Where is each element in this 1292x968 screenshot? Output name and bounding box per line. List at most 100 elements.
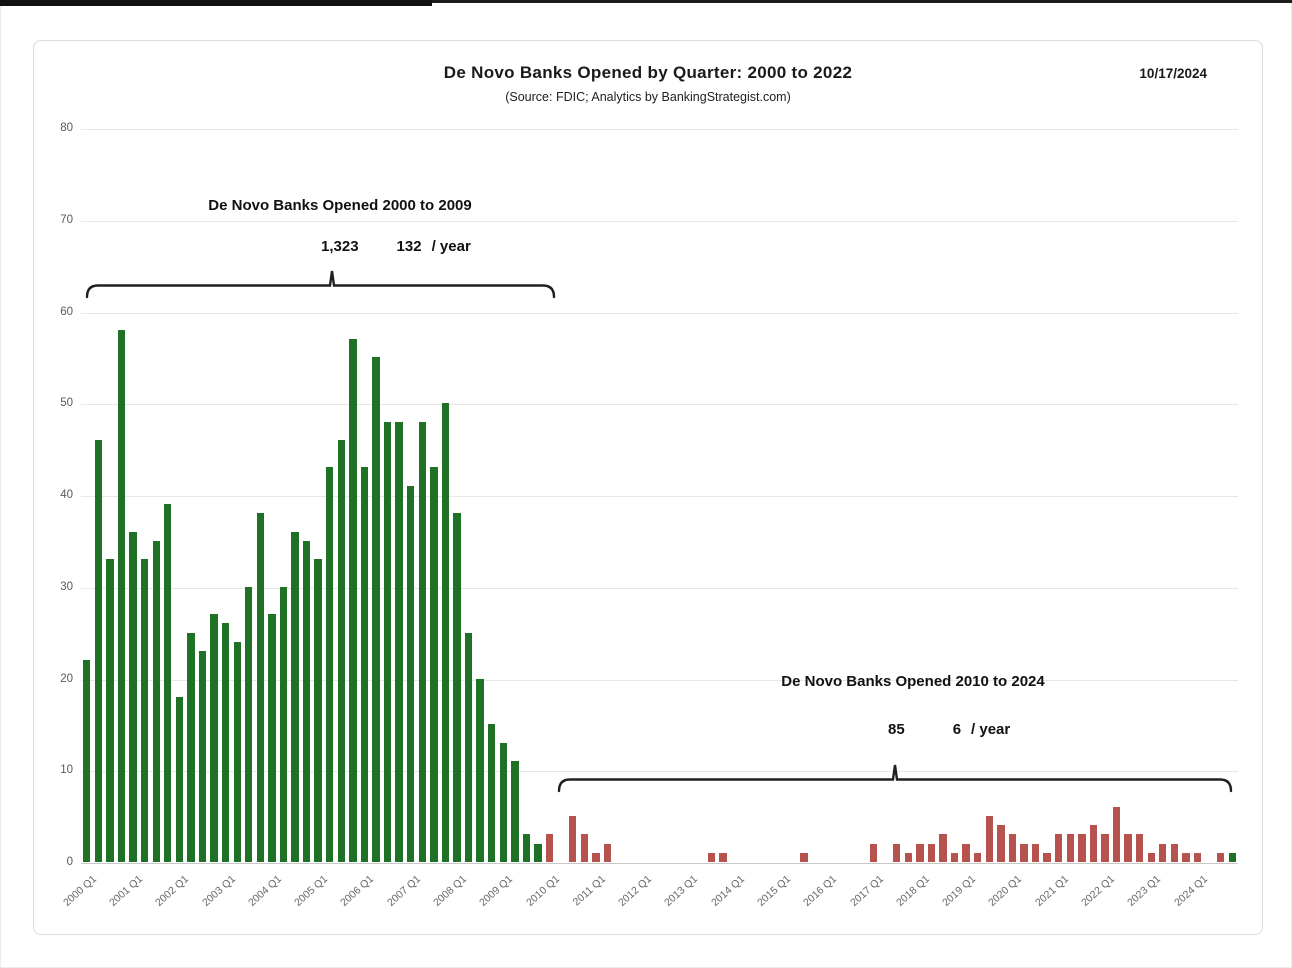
bar-2019-q1 [962,843,970,862]
x-axis-label-2000-q1: 2000 Q1 [60,873,99,909]
gridline-0 [81,863,1238,864]
bar-2008-q3 [476,678,484,862]
bar-2008-q4 [488,724,496,862]
bar-2020-q2 [1020,843,1028,862]
bar-2005-q2 [326,467,334,862]
gridline-30 [81,587,1238,589]
bar-2021-q1 [1054,834,1063,862]
x-axis-label-2001-q1: 2001 Q1 [107,873,146,909]
x-axis-label-2020-q1: 2020 Q1 [986,873,1025,909]
x-axis-label-2024-q1: 2024 Q1 [1171,873,1210,909]
bar-2023-q3 [1170,843,1179,862]
x-axis-label-2007-q1: 2007 Q1 [384,873,423,909]
x-axis-label-2012-q1: 2012 Q1 [616,873,655,909]
bar-2020-q1 [1008,834,1017,862]
bar-2013-q4 [719,852,727,862]
bar-2022-q2 [1112,806,1121,862]
bar-2011-q1 [592,852,600,862]
y-axis-label-10: 10 [60,764,73,777]
bar-2021-q4 [1089,825,1098,862]
bar-2000-q2 [94,439,103,862]
x-axis-label-2016-q1: 2016 Q1 [801,873,840,909]
annotation-2000-2009-stats: 1,323 132 / year [321,238,471,255]
bar-2003-q2 [233,641,241,862]
annotation-2010-2024-total: 85 [888,721,905,738]
y-axis-label-50: 50 [60,397,73,410]
bar-2009-q3 [522,834,531,862]
bar-2003-q1 [221,623,230,862]
bar-2013-q3 [707,852,716,862]
chart-frame: De Novo Banks Opened by Quarter: 2000 to… [33,40,1263,935]
bar-2005-q1 [314,559,322,862]
gridline-40 [81,496,1238,497]
bar-2002-q3 [198,650,207,862]
bar-2001-q1 [129,531,137,862]
bar-2010-q3 [569,816,577,862]
x-axis-label-2018-q1: 2018 Q1 [893,873,932,909]
bar-2006-q4 [395,421,403,862]
x-axis-label-2017-q1: 2017 Q1 [847,873,886,909]
y-axis-label-60: 60 [60,305,73,318]
gridline-50 [81,404,1238,406]
bar-2022-q3 [1124,834,1132,862]
x-axis-label-2023-q1: 2023 Q1 [1125,873,1164,909]
bar-2007-q1 [407,485,415,862]
bar-2002-q1 [175,696,184,862]
bar-2004-q4 [302,540,311,862]
bar-2006-q2 [372,357,380,862]
bar-2018-q1 [916,843,924,862]
bar-2000-q4 [117,329,126,862]
y-axis-label-70: 70 [60,213,73,226]
x-axis-label-2019-q1: 2019 Q1 [940,873,979,909]
bar-2019-q3 [985,816,993,862]
gridline-80 [81,129,1238,130]
annotation-2010-2024-rate: 6 [952,721,962,738]
bar-2018-q2 [927,843,936,862]
x-axis-label-2002-q1: 2002 Q1 [153,873,192,909]
y-axis-label-30: 30 [60,580,73,593]
bar-2017-q1 [869,843,878,862]
x-axis-label-2008-q1: 2008 Q1 [431,873,470,909]
x-axis-label-2021-q1: 2021 Q1 [1032,873,1071,909]
bar-2017-q4 [904,852,912,862]
bar-2024-q4 [1228,852,1236,862]
bar-2024-q1 [1193,852,1202,862]
bar-2005-q3 [337,439,346,862]
annotation-2010-2024-label: De Novo Banks Opened 2010 to 2024 [781,673,1045,690]
annotation-2010-2024-rate-suffix: / year [971,721,1011,738]
y-axis-label-20: 20 [60,672,73,685]
bar-2002-q2 [187,632,195,862]
bar-2004-q1 [268,614,276,862]
bar-2003-q4 [256,513,265,862]
bar-2010-q1 [545,834,554,862]
bar-2001-q4 [164,504,172,862]
bar-2020-q3 [1031,843,1040,862]
gridline-60 [81,312,1238,314]
gridline-70 [81,220,1238,222]
bar-2018-q4 [950,852,959,862]
bar-2004-q2 [279,586,288,862]
chart-title: De Novo Banks Opened by Quarter: 2000 to… [443,63,853,82]
bar-2007-q2 [418,421,426,862]
x-axis-label-2010-q1: 2010 Q1 [523,873,562,909]
bar-2002-q4 [210,614,218,862]
top-border-strip [0,0,1292,3]
bar-2022-q4 [1135,834,1144,862]
y-axis-label-40: 40 [60,489,73,501]
x-axis-label-2004-q1: 2004 Q1 [245,873,284,909]
bar-2017-q3 [892,843,901,862]
bar-2009-q2 [511,761,519,862]
bar-2010-q4 [580,834,588,862]
x-axis-label-2011-q1: 2011 Q1 [570,873,608,909]
annotation-2000-2009-label: De Novo Banks Opened 2000 to 2009 [208,197,472,214]
x-axis-label-2009-q1: 2009 Q1 [477,873,516,909]
gridline-10 [81,771,1238,773]
bar-2001-q2 [140,559,149,862]
gridline-20 [81,679,1238,681]
bar-2000-q1 [83,660,91,862]
x-axis-label-2013-q1: 2013 Q1 [662,873,701,909]
x-axis-label-2015-q1: 2015 Q1 [755,873,794,909]
bar-2021-q3 [1078,834,1086,862]
bar-2004-q3 [291,531,299,862]
bar-2023-q1 [1147,852,1155,862]
